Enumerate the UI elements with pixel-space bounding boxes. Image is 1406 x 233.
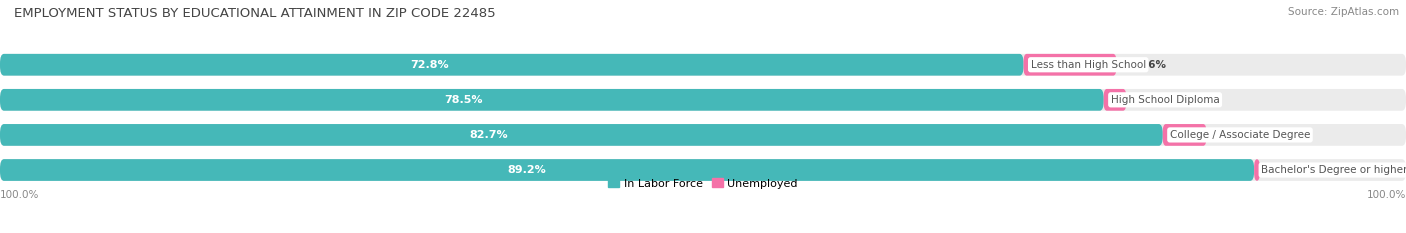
Legend: In Labor Force, Unemployed: In Labor Force, Unemployed [603,174,803,193]
Text: Source: ZipAtlas.com: Source: ZipAtlas.com [1288,7,1399,17]
FancyBboxPatch shape [0,89,1406,111]
Text: 1.6%: 1.6% [1147,95,1177,105]
FancyBboxPatch shape [0,159,1254,181]
Text: Bachelor's Degree or higher: Bachelor's Degree or higher [1261,165,1406,175]
Text: 72.8%: 72.8% [411,60,449,70]
Text: 0.4%: 0.4% [1281,165,1310,175]
Text: 100.0%: 100.0% [1367,190,1406,200]
Text: 78.5%: 78.5% [444,95,482,105]
Text: High School Diploma: High School Diploma [1111,95,1219,105]
FancyBboxPatch shape [0,89,1104,111]
FancyBboxPatch shape [0,54,1024,76]
FancyBboxPatch shape [0,124,1163,146]
FancyBboxPatch shape [1254,159,1260,181]
FancyBboxPatch shape [0,54,1406,76]
FancyBboxPatch shape [0,159,1406,181]
FancyBboxPatch shape [1163,124,1206,146]
FancyBboxPatch shape [1024,54,1116,76]
Text: Less than High School: Less than High School [1031,60,1146,70]
FancyBboxPatch shape [1104,89,1126,111]
Text: 89.2%: 89.2% [508,165,546,175]
Text: 82.7%: 82.7% [470,130,508,140]
Text: EMPLOYMENT STATUS BY EDUCATIONAL ATTAINMENT IN ZIP CODE 22485: EMPLOYMENT STATUS BY EDUCATIONAL ATTAINM… [14,7,496,20]
FancyBboxPatch shape [0,124,1406,146]
Text: 100.0%: 100.0% [0,190,39,200]
Text: College / Associate Degree: College / Associate Degree [1170,130,1310,140]
Text: 3.1%: 3.1% [1227,130,1257,140]
Text: 6.6%: 6.6% [1137,60,1167,70]
